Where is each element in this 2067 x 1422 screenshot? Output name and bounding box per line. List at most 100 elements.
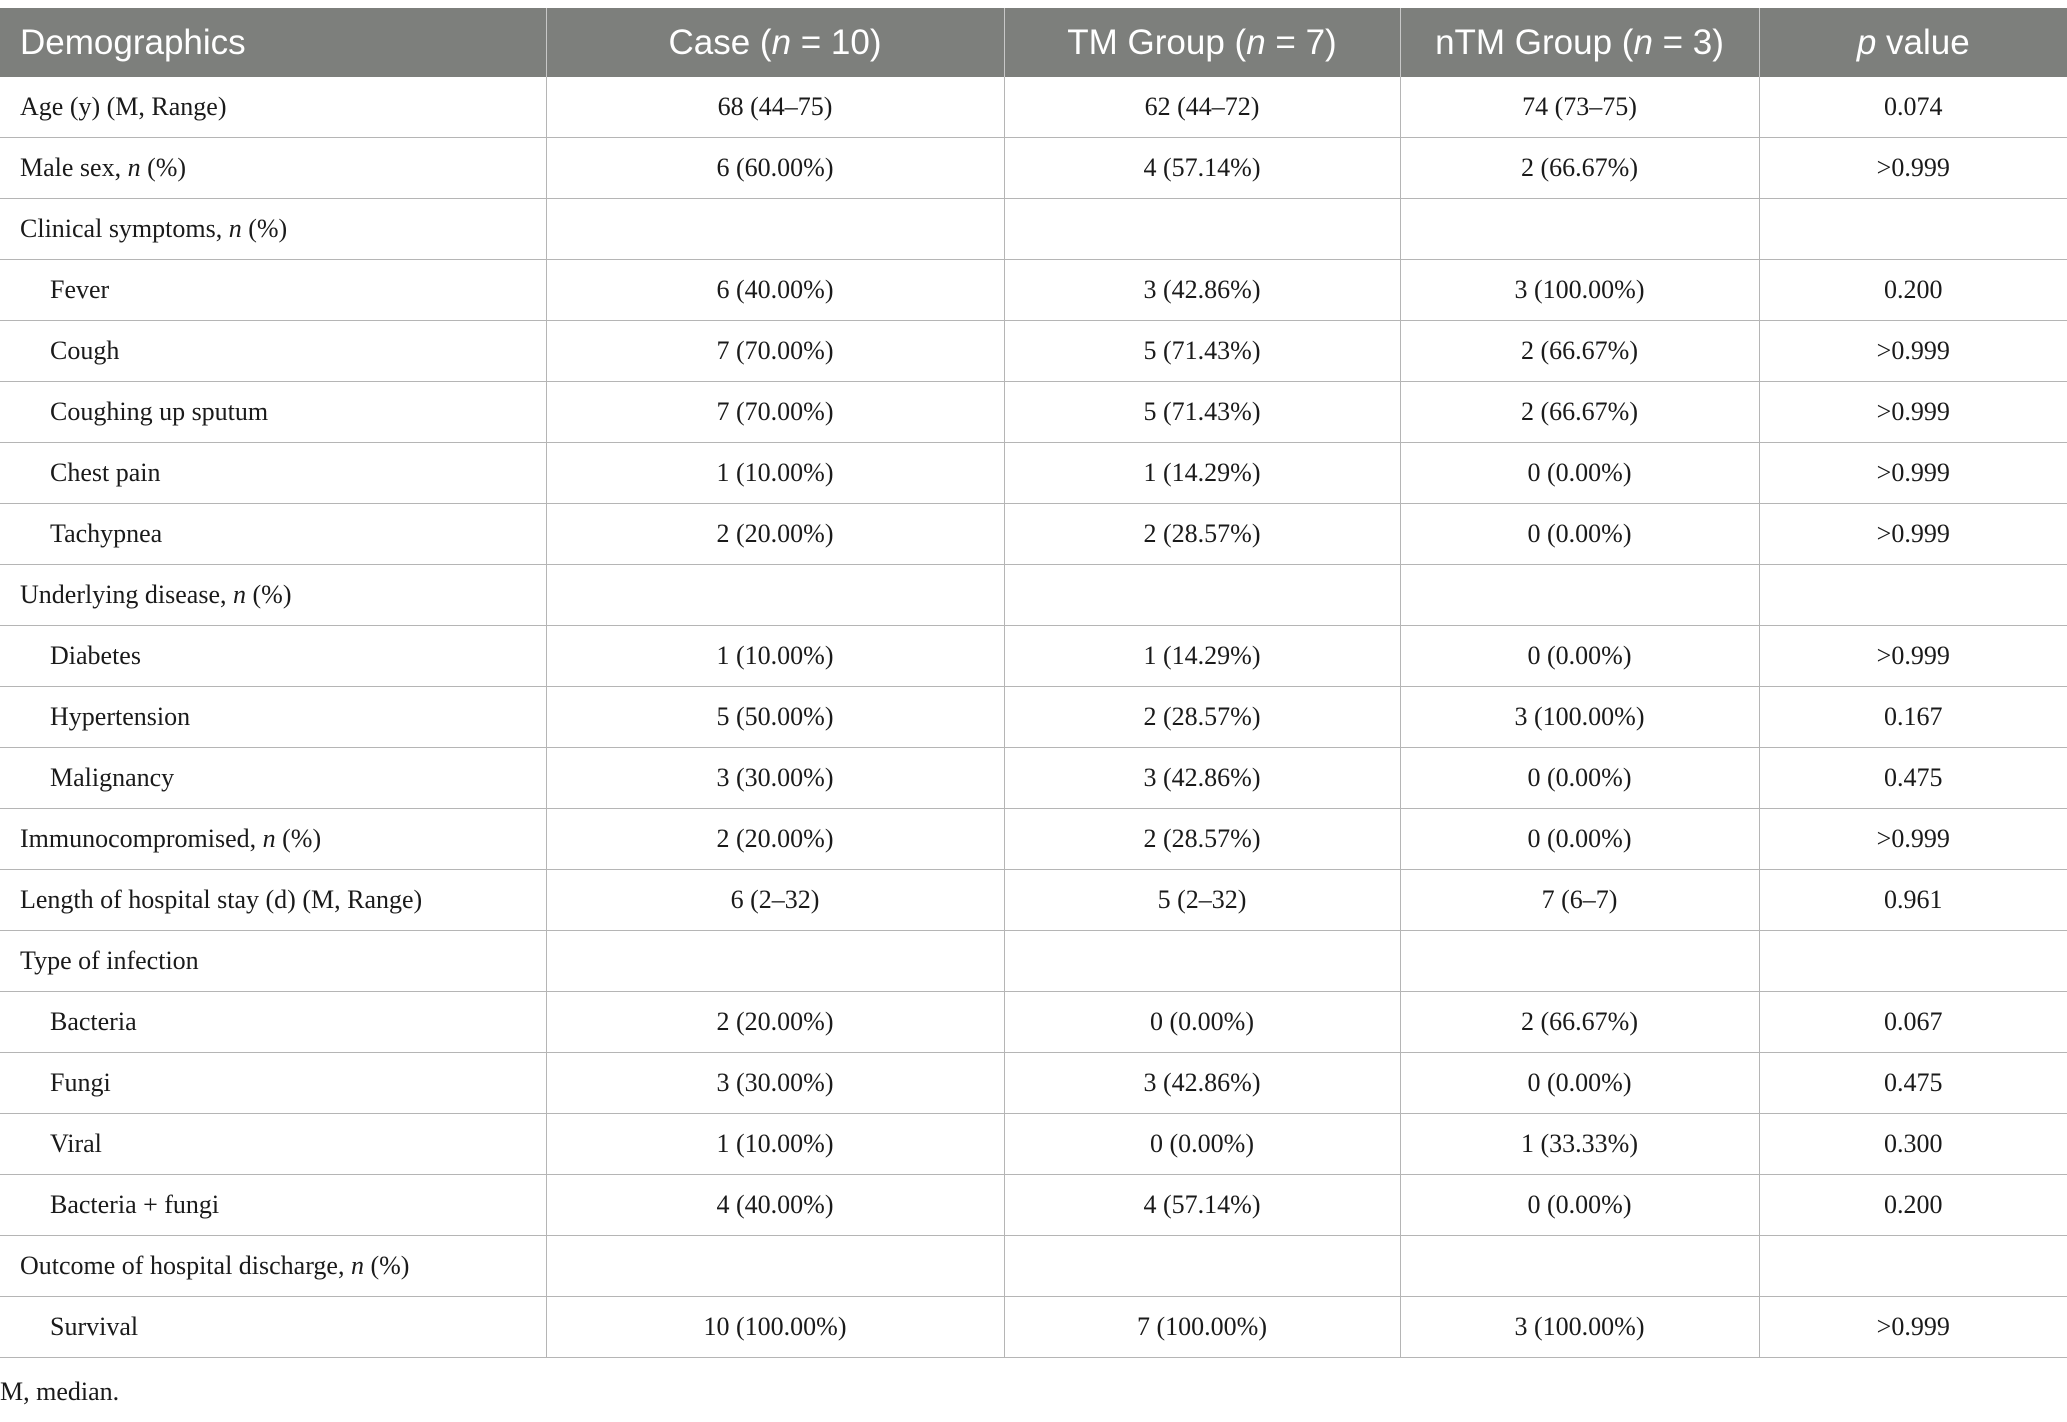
row-label: Bacteria + fungi [0,1174,546,1236]
table-row: Type of infection [0,930,2067,992]
cell-p-value: 0.475 [1758,1052,2067,1114]
cell-ntm-group [1399,930,1759,992]
cell-case: 2 (20.00%) [545,503,1004,565]
header-case-post: = 10) [791,22,882,62]
header-case-n: n [771,22,792,62]
table-row: Tachypnea 2 (20.00%) 2 (28.57%) 0 (0.00%) >0… [0,503,2067,565]
cell-p-value [1758,1235,2067,1297]
cell-case [545,564,1004,626]
cell-p-value: 0.074 [1758,77,2067,138]
row-label: Male sex, n (%) [0,137,546,199]
cell-tm-group: 2 (28.57%) [1003,686,1400,748]
cell-tm-group: 5 (71.43%) [1003,320,1400,382]
cell-tm-group [1003,1235,1400,1297]
row-label-text: Hypertension [50,702,191,731]
cell-ntm-group [1399,198,1759,260]
row-label-text: Tachypnea [50,519,163,548]
row-label: Diabetes [0,625,546,687]
cell-case [545,198,1004,260]
table-row: Outcome of hospital discharge, n (%) [0,1235,2067,1297]
cell-case [545,930,1004,992]
table-row: Chest pain 1 (10.00%) 1 (14.29%) 0 (0.00%) >… [0,442,2067,504]
cell-case: 5 (50.00%) [545,686,1004,748]
row-label-n: n [233,580,247,609]
table-row: Diabetes 1 (10.00%) 1 (14.29%) 0 (0.00%) >0.… [0,625,2067,687]
cell-p-value: >0.999 [1758,381,2067,443]
cell-p-value: 0.300 [1758,1113,2067,1175]
row-label: Bacteria [0,991,546,1053]
cell-tm-group [1003,198,1400,260]
row-label: Malignancy [0,747,546,809]
row-label-text: Bacteria [50,1007,137,1036]
header-ntm-group: nTM Group (n = 3) [1399,8,1759,77]
cell-p-value: 0.067 [1758,991,2067,1053]
row-label-text: Cough [50,336,120,365]
cell-tm-group: 4 (57.14%) [1003,137,1400,199]
header-ntm-post: = 3) [1652,22,1724,62]
table-row: Bacteria 2 (20.00%) 0 (0.00%) 2 (66.67%) 0.0… [0,991,2067,1053]
table-footnote: M, median. [0,1377,120,1406]
row-label-text: Survival [50,1312,139,1341]
header-p-value: p value [1758,8,2067,77]
row-label: Age (y) (M, Range) [0,77,546,138]
cell-case [545,1235,1004,1297]
cell-case: 2 (20.00%) [545,991,1004,1053]
row-label-suffix: (%) [363,1251,410,1280]
cell-p-value: 0.167 [1758,686,2067,748]
cell-ntm-group: 3 (100.00%) [1399,686,1759,748]
table-row: Clinical symptoms, n (%) [0,198,2067,260]
cell-tm-group: 62 (44–72) [1003,77,1400,138]
table-row: Fever 6 (40.00%) 3 (42.86%) 3 (100.00%) 0.20… [0,259,2067,321]
row-label-suffix: (%) [140,153,187,182]
header-ntm-n: n [1633,22,1653,62]
cell-p-value: 0.475 [1758,747,2067,809]
header-demographics: Demographics [0,8,546,77]
cell-ntm-group [1399,1235,1759,1297]
table-row: Length of hospital stay (d) (M, Range) 6 … [0,869,2067,931]
cell-p-value: >0.999 [1758,503,2067,565]
cell-ntm-group: 0 (0.00%) [1399,1052,1759,1114]
row-label-text: Diabetes [50,641,141,670]
header-case: Case (n = 10) [545,8,1004,77]
row-label-text: Chest pain [50,458,161,487]
cell-p-value: >0.999 [1758,320,2067,382]
row-label-n: n [262,824,276,853]
row-label: Tachypnea [0,503,546,565]
row-label: Fever [0,259,546,321]
cell-tm-group: 1 (14.29%) [1003,442,1400,504]
table-row: Bacteria + fungi 4 (40.00%) 4 (57.14%) 0 (0… [0,1174,2067,1236]
cell-ntm-group: 0 (0.00%) [1399,808,1759,870]
row-label: Survival [0,1296,546,1358]
cell-tm-group: 2 (28.57%) [1003,503,1400,565]
row-label-suffix: (%) [246,580,292,609]
cell-ntm-group: 2 (66.67%) [1399,137,1759,199]
demographics-table-wrap: Demographics Case (n = 10) TM Group (n =… [0,8,2067,1358]
cell-case: 1 (10.00%) [545,442,1004,504]
cell-tm-group: 4 (57.14%) [1003,1174,1400,1236]
cell-case: 3 (30.00%) [545,1052,1004,1114]
header-p-post: value [1876,22,1970,62]
row-label-n: n [350,1251,364,1280]
row-label: Immunocompromised, n (%) [0,808,546,870]
cell-case: 6 (40.00%) [545,259,1004,321]
cell-case: 1 (10.00%) [545,1113,1004,1175]
cell-tm-group: 5 (2–32) [1003,869,1400,931]
row-label-text: Length of hospital stay (d) (M, Range) [20,885,423,914]
cell-case: 7 (70.00%) [545,381,1004,443]
table-row: Viral 1 (10.00%) 0 (0.00%) 1 (33.33%) 0.300 [0,1113,2067,1175]
demographics-table: Demographics Case (n = 10) TM Group (n =… [0,8,2067,1358]
row-label-text: Bacteria + fungi [50,1190,220,1219]
row-label-text: Type of infection [20,946,199,975]
cell-ntm-group: 0 (0.00%) [1399,442,1759,504]
row-label-text: Fungi [50,1068,111,1097]
cell-p-value: >0.999 [1758,808,2067,870]
row-label: Clinical symptoms, n (%) [0,198,546,260]
cell-case: 68 (44–75) [545,77,1004,138]
table-row: Underlying disease, n (%) [0,564,2067,626]
row-label-text: Outcome of hospital discharge, [20,1251,351,1280]
row-label: Type of infection [0,930,546,992]
cell-p-value [1758,564,2067,626]
cell-ntm-group: 2 (66.67%) [1399,320,1759,382]
header-tm-n: n [1246,22,1266,62]
row-label: Cough [0,320,546,382]
